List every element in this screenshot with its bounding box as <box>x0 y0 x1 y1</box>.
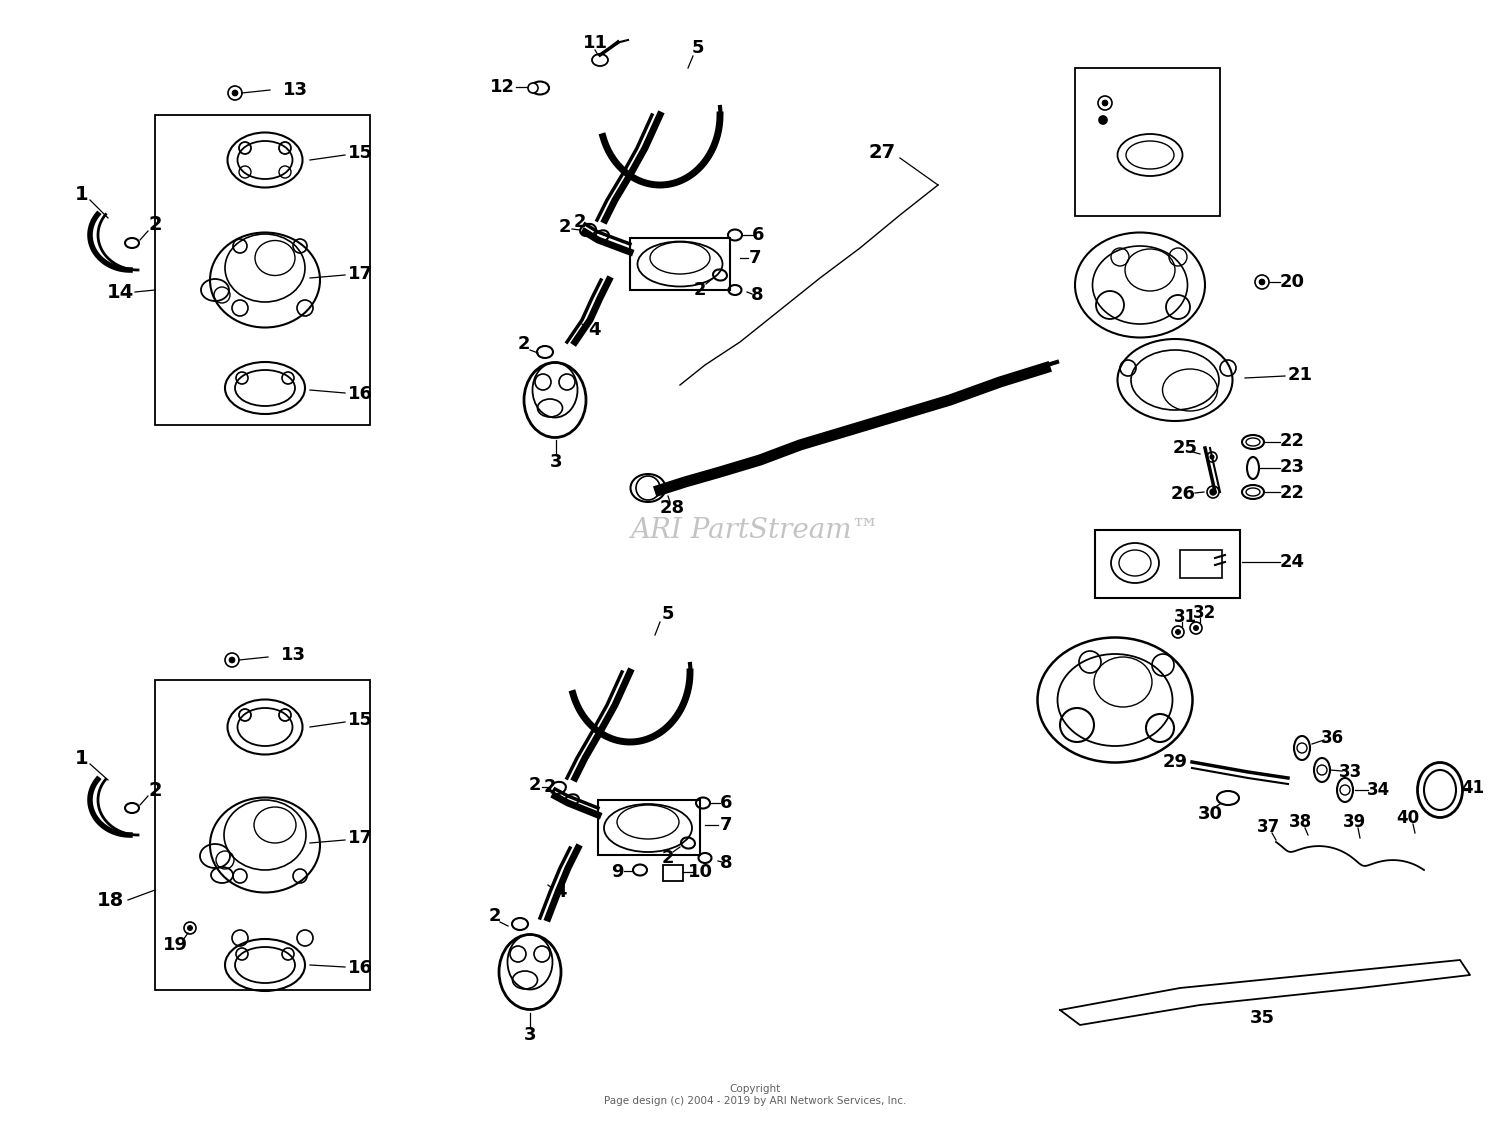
Text: Copyright
Page design (c) 2004 - 2019 by ARI Network Services, Inc.: Copyright Page design (c) 2004 - 2019 by… <box>604 1084 906 1105</box>
Text: 2: 2 <box>693 281 706 299</box>
Text: 41: 41 <box>1461 779 1485 797</box>
Text: 2: 2 <box>543 778 556 796</box>
Text: 8: 8 <box>720 854 732 872</box>
Text: 7: 7 <box>720 816 732 834</box>
Text: 2: 2 <box>528 776 542 794</box>
Text: 16: 16 <box>348 385 372 403</box>
Circle shape <box>1102 100 1108 106</box>
Text: 31: 31 <box>1173 609 1197 625</box>
Text: 6: 6 <box>720 794 732 812</box>
Text: 38: 38 <box>1288 813 1311 831</box>
Text: 3: 3 <box>524 1026 537 1044</box>
Text: 4: 4 <box>588 321 600 339</box>
Text: 2: 2 <box>518 335 531 353</box>
Bar <box>1095 530 1240 598</box>
Text: 17: 17 <box>348 265 372 283</box>
Text: 1: 1 <box>75 185 88 204</box>
Text: 15: 15 <box>348 711 372 729</box>
Bar <box>1076 68 1220 216</box>
Bar <box>154 115 370 425</box>
Text: ARI PartStream™: ARI PartStream™ <box>630 516 879 543</box>
Circle shape <box>1210 489 1216 495</box>
Text: 34: 34 <box>1366 781 1389 799</box>
Text: 32: 32 <box>1192 604 1215 622</box>
Text: 2: 2 <box>148 216 162 235</box>
Text: 13: 13 <box>280 646 306 664</box>
Text: 36: 36 <box>1320 729 1344 747</box>
Circle shape <box>1176 630 1180 634</box>
Text: 35: 35 <box>1250 1009 1275 1027</box>
Text: 19: 19 <box>162 936 188 954</box>
Text: 27: 27 <box>868 143 895 163</box>
Text: 13: 13 <box>282 81 308 99</box>
Text: 33: 33 <box>1338 763 1362 781</box>
Circle shape <box>232 90 238 96</box>
Text: 2: 2 <box>489 907 501 925</box>
Text: 11: 11 <box>582 34 608 52</box>
Text: 16: 16 <box>348 959 372 977</box>
Circle shape <box>1210 455 1214 460</box>
Text: 18: 18 <box>96 891 123 910</box>
Circle shape <box>528 84 538 93</box>
Bar <box>598 800 700 855</box>
Text: 5: 5 <box>692 40 705 56</box>
Bar <box>663 865 682 881</box>
Text: 9: 9 <box>610 863 624 881</box>
Text: 7: 7 <box>748 250 760 266</box>
Circle shape <box>1298 743 1306 753</box>
Circle shape <box>188 926 192 930</box>
Circle shape <box>1317 765 1328 774</box>
Text: 2: 2 <box>558 218 572 236</box>
Text: 22: 22 <box>1280 432 1305 450</box>
Text: 8: 8 <box>750 286 764 304</box>
Circle shape <box>1210 490 1215 495</box>
Text: 39: 39 <box>1344 813 1366 831</box>
Circle shape <box>1194 625 1198 630</box>
Text: 37: 37 <box>1257 819 1280 835</box>
Text: 1: 1 <box>75 749 88 768</box>
Text: 3: 3 <box>549 453 562 471</box>
Bar <box>154 680 370 990</box>
Circle shape <box>230 657 236 663</box>
Bar <box>630 238 730 290</box>
Text: 15: 15 <box>348 145 372 161</box>
Text: 24: 24 <box>1280 553 1305 571</box>
Text: 6: 6 <box>752 226 764 244</box>
Circle shape <box>1340 785 1350 795</box>
Text: 28: 28 <box>660 499 684 517</box>
Text: 10: 10 <box>687 863 712 881</box>
Text: 17: 17 <box>348 829 372 847</box>
Text: 30: 30 <box>1197 805 1222 823</box>
Circle shape <box>1258 279 1264 285</box>
Text: 29: 29 <box>1162 753 1188 771</box>
Text: 23: 23 <box>1280 458 1305 476</box>
Text: 4: 4 <box>554 883 567 901</box>
Text: 20: 20 <box>1280 273 1305 291</box>
Text: 22: 22 <box>1280 484 1305 502</box>
Text: 2: 2 <box>148 780 162 799</box>
Text: 5: 5 <box>662 605 675 623</box>
Text: 2: 2 <box>573 213 586 231</box>
Text: 21: 21 <box>1287 366 1312 384</box>
Text: 14: 14 <box>106 282 134 301</box>
Text: 2: 2 <box>662 849 675 867</box>
Bar <box>1180 550 1222 578</box>
Text: 40: 40 <box>1396 809 1419 828</box>
Text: 25: 25 <box>1173 439 1197 457</box>
Text: 12: 12 <box>489 78 514 96</box>
Circle shape <box>1100 116 1107 124</box>
Text: 26: 26 <box>1170 485 1196 504</box>
